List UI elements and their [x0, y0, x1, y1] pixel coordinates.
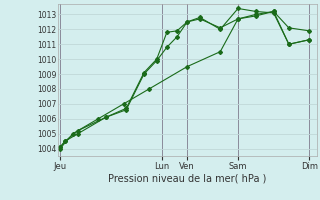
- X-axis label: Pression niveau de la mer( hPa ): Pression niveau de la mer( hPa ): [108, 173, 266, 183]
